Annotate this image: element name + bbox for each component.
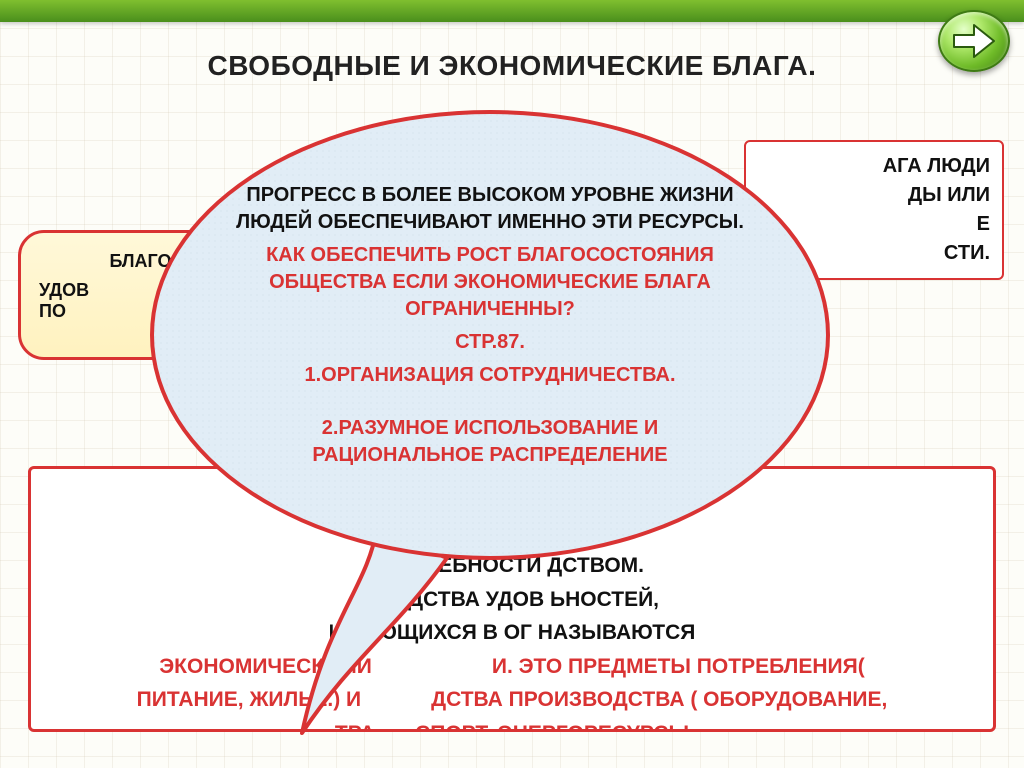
bigbox-l8: ТРА СПОРТ, ЭНЕРГОРЕСУРСЫ bbox=[61, 718, 963, 733]
speech-bubble: ПРОГРЕСС В БОЛЕЕ ВЫСОКОМ УРОВНЕ ЖИЗНИ ЛЮ… bbox=[150, 110, 830, 560]
bubble-p3: СТР.87. bbox=[455, 329, 525, 356]
slide-title: СВОБОДНЫЕ И ЭКОНОМИЧЕСКИЕ БЛАГА. bbox=[0, 50, 1024, 82]
bigbox-l8-right: СПОРТ, ЭНЕРГОРЕСУРСЫ bbox=[415, 722, 689, 733]
bigbox-l7-right: ДСТВА ПРОИЗВОДСТВА ( ОБОРУДОВАНИЕ, bbox=[431, 688, 887, 711]
bubble-p2: КАК ОБЕСПЕЧИТЬ РОСТ БЛАГОСОСТОЯНИЯ ОБЩЕС… bbox=[234, 242, 746, 323]
bigbox-l6: ЭКОНОМИЧЕСКИМИ И. ЭТО ПРЕДМЕТЫ ПОТРЕБЛЕНИ… bbox=[61, 651, 963, 683]
bigbox-l8-left: ТРА bbox=[335, 722, 375, 733]
free-goods-line1: АГА ЛЮДИ bbox=[758, 152, 990, 181]
bubble-p1: ПРОГРЕСС В БОЛЕЕ ВЫСОКОМ УРОВНЕ ЖИЗНИ ЛЮ… bbox=[234, 182, 746, 236]
bigbox-l4: СРЕДСТВА УДОВ ЬНОСТЕЙ, bbox=[61, 584, 963, 616]
next-slide-button[interactable] bbox=[938, 10, 1010, 72]
bubble-p5: 2.РАЗУМНОЕ ИСПОЛЬЗОВАНИЕ И РАЦИОНАЛЬНОЕ … bbox=[234, 415, 746, 469]
bubble-p4: 1.ОРГАНИЗАЦИЯ СОТРУДНИЧЕСТВА. bbox=[304, 362, 675, 389]
free-goods-line2: ДЫ ИЛИ bbox=[758, 181, 990, 210]
bigbox-l6-right: И. ЭТО ПРЕДМЕТЫ ПОТРЕБЛЕНИЯ( bbox=[492, 655, 865, 678]
arrow-right-icon bbox=[952, 21, 996, 61]
bigbox-l7: ПИТАНИЕ, ЖИЛЬЕ.) И ДСТВА ПРОИЗВОДСТВА ( О… bbox=[61, 684, 963, 716]
bigbox-l6-left: ЭКОНОМИЧЕСКИМИ bbox=[159, 655, 372, 678]
bigbox-l5: ИМЕЮЩИХСЯ В ОГ НАЗЫВАЮТСЯ bbox=[61, 617, 963, 649]
header-stripe bbox=[0, 0, 1024, 22]
bigbox-l7-left: ПИТАНИЕ, ЖИЛЬЕ.) И bbox=[137, 688, 361, 711]
